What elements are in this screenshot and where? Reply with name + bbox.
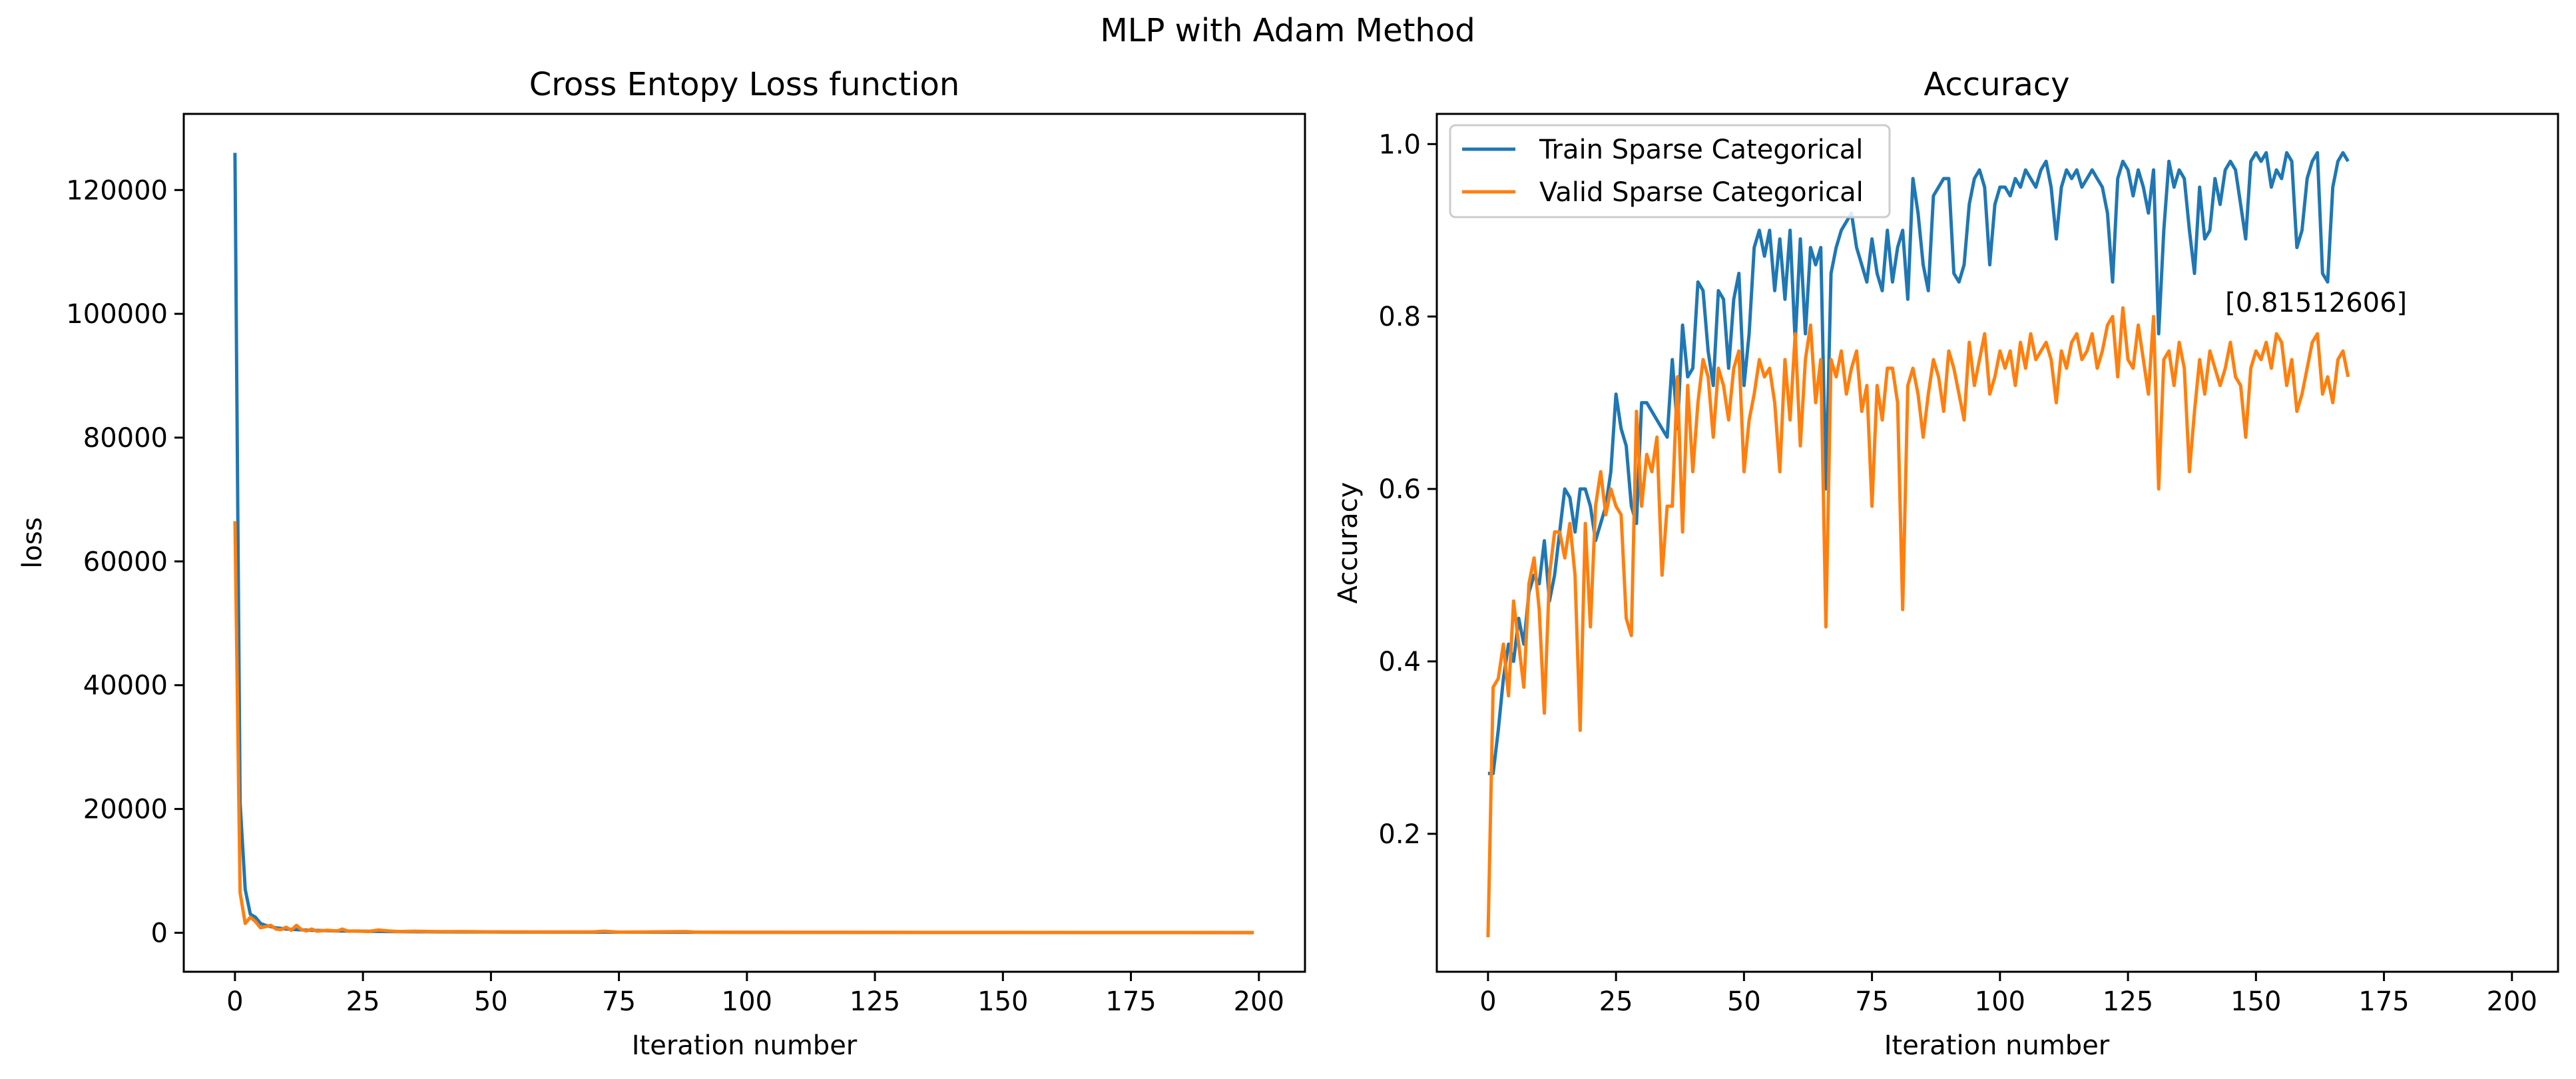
- loss-x-tick-label: 150: [977, 986, 1028, 1017]
- loss-x-tick-label: 0: [226, 986, 243, 1017]
- accuracy-x-tick-label: 50: [1727, 986, 1761, 1017]
- loss-plot: Cross Entopy Loss function 0 25 50 75 100 125…: [17, 66, 1306, 1061]
- accuracy-x-tick-label: 200: [2487, 986, 2537, 1017]
- legend-label-train: Train Sparse Categorical: [1539, 135, 1863, 165]
- accuracy-y-tick-label: 0.8: [1378, 302, 1421, 332]
- accuracy-x-tick-label: 100: [1975, 986, 2025, 1017]
- accuracy-y-tick-label: 0.4: [1378, 647, 1421, 677]
- loss-y-tick-label: 120000: [66, 175, 168, 206]
- accuracy-y-tick-label: 0.2: [1378, 819, 1421, 850]
- loss-series-group: [233, 153, 1254, 934]
- accuracy-x-tick-label: 175: [2358, 986, 2409, 1017]
- legend-box: [1449, 124, 1891, 218]
- loss-y-tick-label: 40000: [83, 671, 168, 701]
- loss-x-tick-label: 125: [850, 986, 900, 1017]
- accuracy-x-tick-label: 150: [2230, 986, 2281, 1017]
- loss-y-tick-label: 60000: [83, 547, 168, 577]
- accuracy-x-tick-label: 0: [1479, 986, 1496, 1017]
- accuracy-series-group: [1486, 151, 2350, 938]
- loss-x-tick-label: 175: [1105, 986, 1156, 1017]
- accuracy-plot-title: Accuracy: [1924, 66, 2069, 103]
- accuracy-x-axis-label: Iteration number: [1884, 1030, 2110, 1061]
- accuracy-plot: Accuracy 0 25 50 75 100 125 150 175 200 0.2 0.4 0.6…: [1333, 66, 2559, 1061]
- accuracy-y-tick-label: 1.0: [1378, 129, 1421, 160]
- loss-x-axis-label: Iteration number: [632, 1030, 858, 1061]
- loss-y-tick-label: 0: [151, 918, 168, 948]
- loss-y-tick-label: 100000: [66, 299, 168, 330]
- accuracy-x-tick-label: 25: [1599, 986, 1633, 1017]
- loss-x-tick-label: 100: [722, 986, 772, 1017]
- loss-x-tick-label: 25: [346, 986, 380, 1017]
- loss-y-axis-label: loss: [17, 517, 48, 568]
- accuracy-tick-group: 0 25 50 75 100 125 150 175 200 0.2 0.4 0.6 0.8 1.0: [1378, 129, 2537, 1017]
- accuracy-y-axis-label: Accuracy: [1333, 482, 1364, 604]
- loss-tick-group: 0 25 50 75 100 125 150 175 200 0 20000 40000 60000 80…: [66, 175, 1284, 1017]
- accuracy-series-valid_acc: [1486, 306, 2350, 938]
- accuracy-x-tick-label: 125: [2103, 986, 2153, 1017]
- figure-title: MLP with Adam Method: [1100, 12, 1475, 49]
- loss-y-tick-label: 80000: [83, 423, 168, 454]
- accuracy-y-tick-label: 0.6: [1378, 474, 1421, 505]
- loss-x-tick-label: 200: [1234, 986, 1284, 1017]
- accuracy-series-train_acc: [1487, 151, 2350, 775]
- loss-series-valid_loss: [233, 521, 1254, 934]
- accuracy-plot-frame: [1435, 113, 2559, 973]
- legend: Train Sparse Categorical Valid Sparse Ca…: [1449, 124, 1891, 218]
- loss-x-tick-label: 50: [474, 986, 508, 1017]
- loss-plot-frame: [182, 113, 1306, 973]
- loss-x-tick-label: 75: [602, 986, 636, 1017]
- legend-label-valid: Valid Sparse Categorical: [1539, 177, 1864, 208]
- loss-plot-title: Cross Entopy Loss function: [529, 66, 960, 103]
- accuracy-x-tick-label: 75: [1855, 986, 1889, 1017]
- accuracy-annotation: [0.81512606]: [2225, 288, 2407, 318]
- loss-y-tick-label: 20000: [83, 795, 168, 825]
